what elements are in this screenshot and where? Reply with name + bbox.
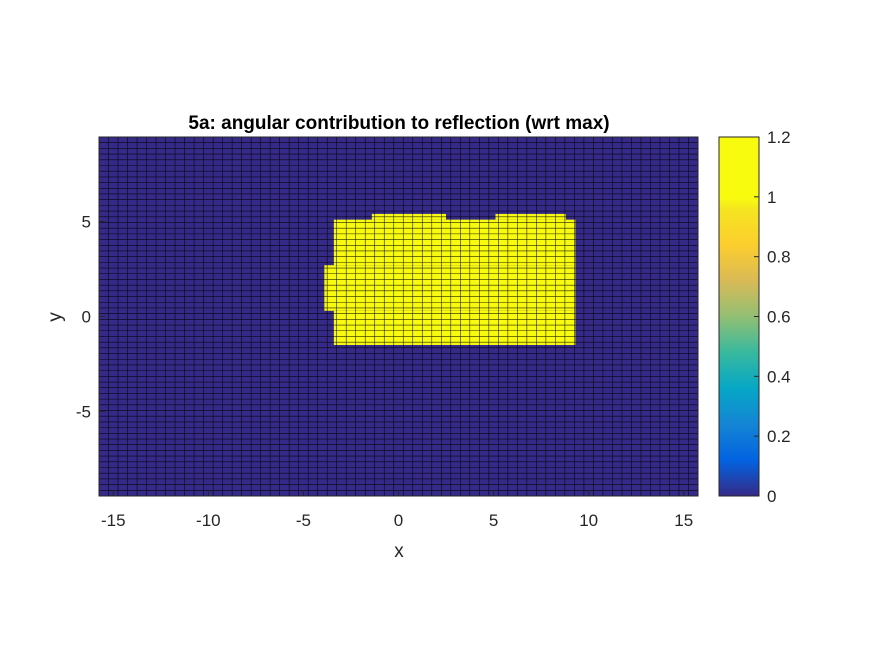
- high-value-region: [333, 310, 576, 345]
- x-axis-label: x: [394, 541, 404, 562]
- x-tick-label: 0: [394, 511, 403, 530]
- colorbar-tick-label: 1.2: [767, 128, 791, 147]
- x-tick-label: 10: [579, 511, 598, 530]
- colorbar-tick-label: 0.2: [767, 427, 791, 446]
- y-tick-label: 0: [82, 308, 91, 327]
- colorbar-tick-label: 0.6: [767, 308, 791, 327]
- y-tick-label: 5: [82, 213, 91, 232]
- colorbar-tick-label: 0.8: [767, 248, 791, 267]
- high-region: [324, 213, 576, 345]
- x-tick-label: 15: [674, 511, 693, 530]
- y-tick-label: -5: [76, 402, 91, 421]
- colorbar-tick-label: 1: [767, 188, 776, 207]
- y-axis-label: y: [45, 312, 66, 322]
- x-axis: -15 -10 -5 0 5 10 15: [101, 490, 693, 530]
- x-tick-label: -10: [196, 511, 221, 530]
- high-value-region: [324, 265, 576, 311]
- high-value-region: [333, 219, 576, 266]
- colorbar-tick-label: 0.4: [767, 367, 791, 386]
- colorbar-gradient: [718, 136, 760, 497]
- x-tick-label: -5: [296, 511, 311, 530]
- x-tick-label: -15: [101, 511, 126, 530]
- colorbar: 0 0.2 0.4 0.6 0.8 1 1.2: [718, 128, 791, 506]
- colorbar-tick-label: 0: [767, 487, 776, 506]
- y-axis: -5 0 5: [76, 213, 105, 421]
- x-tick-label: 5: [489, 511, 498, 530]
- chart-title: 5a: angular contribution to reflection (…: [188, 113, 609, 134]
- plot-area: [98, 136, 699, 497]
- colorbar-ticks: 0 0.2 0.4 0.6 0.8 1 1.2: [754, 128, 791, 506]
